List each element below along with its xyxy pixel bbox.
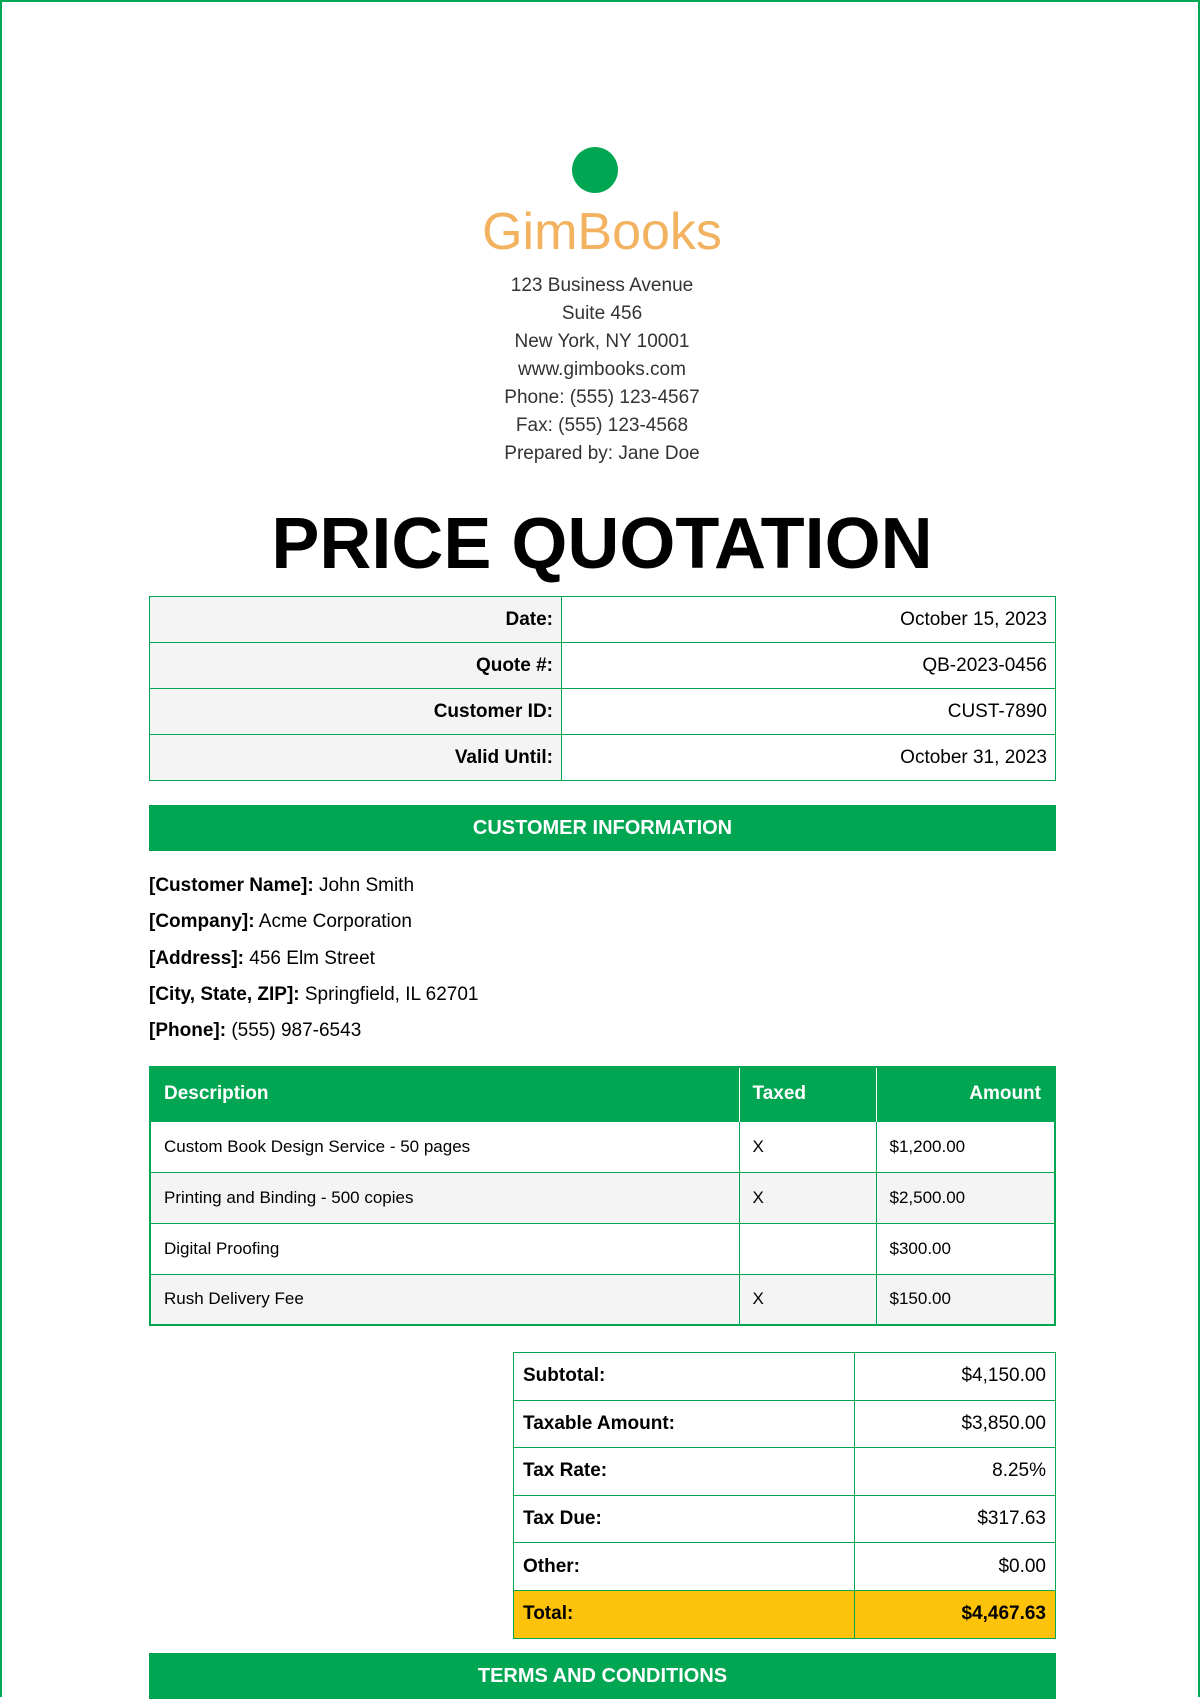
table-row: Digital Proofing $300.00 <box>149 1222 1056 1275</box>
totals-value: $4,467.63 <box>854 1589 1056 1639</box>
meta-value: October 15, 2023 <box>561 596 1056 643</box>
totals-row: Tax Rate: 8.25% <box>513 1447 1056 1496</box>
table-row: Custom Book Design Service - 50 pages X $1… <box>149 1120 1056 1173</box>
item-description: Rush Delivery Fee <box>149 1273 740 1326</box>
logo-circle-icon <box>572 147 618 193</box>
customer-field: [Customer Name]: John Smith <box>149 868 478 904</box>
company-address: 123 Business Avenue Suite 456 New York, … <box>2 272 1200 468</box>
item-description: Custom Book Design Service - 50 pages <box>149 1120 740 1173</box>
totals-value: $317.63 <box>854 1494 1056 1544</box>
item-taxed <box>738 1222 877 1275</box>
totals-label: Total: <box>513 1589 855 1639</box>
customer-info: [Customer Name]: John Smith [Company]: Ac… <box>149 868 478 1049</box>
customer-field: [Address]: 456 Elm Street <box>149 941 478 977</box>
customer-field-value: Acme Corporation <box>254 911 412 933</box>
totals-value: $3,850.00 <box>854 1399 1056 1449</box>
address-line: New York, NY 10001 <box>514 331 690 352</box>
meta-label: Customer ID: <box>149 688 562 735</box>
column-header-taxed: Taxed <box>739 1067 877 1121</box>
terms-heading: TERMS AND CONDITIONS <box>149 1653 1056 1699</box>
column-header-amount: Amount <box>876 1067 1055 1121</box>
item-description: Printing and Binding - 500 copies <box>149 1171 740 1224</box>
customer-field-label: [City, State, ZIP]: <box>149 983 300 1005</box>
meta-row: Quote #: QB-2023-0456 <box>149 642 1056 689</box>
customer-field-value: Springfield, IL 62701 <box>299 983 479 1005</box>
customer-field-value: 456 Elm Street <box>244 947 375 969</box>
address-line: Suite 456 <box>561 303 643 324</box>
address-line: 123 Business Avenue <box>510 275 694 296</box>
meta-label: Valid Until: <box>149 734 562 781</box>
fax-line: Fax: (555) 123-4568 <box>515 415 689 436</box>
line-items-table: Description Taxed Amount Custom Book Des… <box>149 1066 1056 1326</box>
item-description: Digital Proofing <box>149 1222 740 1275</box>
totals-label: Subtotal: <box>513 1352 855 1401</box>
item-amount: $1,200.00 <box>875 1120 1056 1173</box>
column-header-description: Description <box>150 1067 740 1121</box>
customer-field-label: [Address]: <box>149 947 245 969</box>
table-row: Rush Delivery Fee X $150.00 <box>149 1273 1056 1326</box>
totals-row: Subtotal: $4,150.00 <box>513 1352 1056 1401</box>
meta-value: QB-2023-0456 <box>561 642 1056 689</box>
totals-value: $4,150.00 <box>854 1352 1056 1401</box>
item-taxed: X <box>738 1273 877 1326</box>
page-title: PRICE QUOTATION <box>271 504 933 584</box>
totals-row: Other: $0.00 <box>513 1542 1056 1591</box>
customer-field-label: [Company]: <box>149 911 255 933</box>
customer-field-label: [Phone]: <box>149 1020 227 1042</box>
customer-field-value: (555) 987-6543 <box>226 1020 362 1042</box>
phone-line: Phone: (555) 123-4567 <box>504 387 700 408</box>
customer-field: [Phone]: (555) 987-6543 <box>149 1013 478 1049</box>
meta-row: Customer ID: CUST-7890 <box>149 688 1056 735</box>
quote-meta-table: Date: October 15, 2023 Quote #: QB-2023-045… <box>149 596 1056 781</box>
item-amount: $150.00 <box>875 1273 1056 1326</box>
table-row: Printing and Binding - 500 copies X $2,500… <box>149 1171 1056 1224</box>
totals-label: Taxable Amount: <box>513 1399 855 1449</box>
customer-field-label: [Customer Name]: <box>149 875 314 896</box>
totals-row: Tax Due: $317.63 <box>513 1494 1056 1544</box>
totals-table: Subtotal: $4,150.00 Taxable Amount: $3,850.… <box>513 1352 1056 1639</box>
meta-row: Valid Until: October 31, 2023 <box>149 734 1056 781</box>
meta-row: Date: October 15, 2023 <box>149 596 1056 643</box>
item-taxed: X <box>738 1120 877 1173</box>
totals-row: Taxable Amount: $3,850.00 <box>513 1399 1056 1449</box>
totals-value: $0.00 <box>854 1542 1056 1591</box>
totals-label: Tax Rate: <box>513 1447 855 1496</box>
company-name: GimBooks <box>482 203 722 261</box>
customer-info-heading: CUSTOMER INFORMATION <box>149 805 1056 851</box>
prepared-by: Prepared by: Jane Doe <box>504 443 700 464</box>
meta-value: October 31, 2023 <box>561 734 1056 781</box>
customer-field-value: John Smith <box>313 875 415 896</box>
totals-label: Tax Due: <box>513 1494 855 1544</box>
totals-row: Total: $4,467.63 <box>513 1589 1056 1639</box>
item-amount: $2,500.00 <box>875 1171 1056 1224</box>
meta-label: Date: <box>149 596 562 643</box>
customer-field: [Company]: Acme Corporation <box>149 904 478 940</box>
meta-label: Quote #: <box>149 642 562 689</box>
totals-label: Other: <box>513 1542 855 1591</box>
item-amount: $300.00 <box>875 1222 1056 1275</box>
meta-value: CUST-7890 <box>561 688 1056 735</box>
totals-value: 8.25% <box>854 1447 1056 1496</box>
item-taxed: X <box>738 1171 877 1224</box>
website-link[interactable]: www.gimbooks.com <box>518 359 686 380</box>
customer-field: [City, State, ZIP]: Springfield, IL 6270… <box>149 977 478 1013</box>
